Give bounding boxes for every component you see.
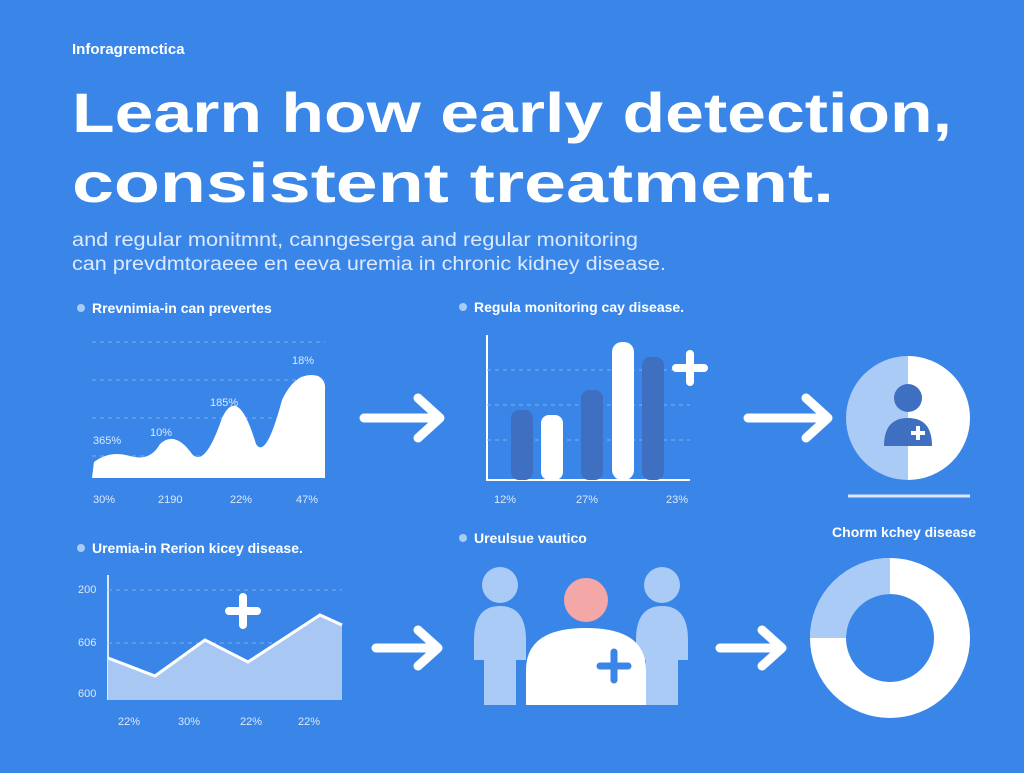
- bar: [541, 415, 563, 480]
- arrow: [371, 625, 443, 671]
- axis-label: 22%: [230, 494, 252, 506]
- plus-icon: [596, 648, 632, 684]
- bar: [612, 342, 634, 480]
- axis-label: 27%: [576, 494, 598, 506]
- axis-label: 12%: [494, 494, 516, 506]
- title-line: Learn how early detection,: [72, 81, 952, 144]
- person-head: [894, 384, 922, 412]
- donut-segment: [810, 558, 891, 639]
- label: 365%: [93, 435, 121, 447]
- area-shape: [108, 615, 342, 700]
- area-shape: [92, 375, 326, 478]
- title-line: consistent treatment.: [72, 151, 834, 214]
- arrow: [359, 393, 445, 443]
- panel-heading: Rrevnimia-in can prevertes: [92, 300, 272, 316]
- arrow: [743, 393, 833, 443]
- bullet: [459, 534, 467, 542]
- bar: [511, 410, 533, 480]
- axis-label: 22%: [118, 716, 140, 728]
- bar: [642, 357, 664, 480]
- bullet: [77, 304, 85, 312]
- brand: Inforagremctica: [72, 41, 185, 58]
- axis-label: 30%: [178, 716, 200, 728]
- person: [636, 567, 688, 705]
- panel-heading: Regula monitoring cay disease.: [474, 299, 684, 315]
- subtitle-line: can prevdmtoraeee en eeva uremia in chro…: [72, 254, 666, 275]
- axis-label: 22%: [298, 716, 320, 728]
- label: 185%: [210, 397, 238, 409]
- person-body: [526, 628, 646, 705]
- line-shape: [107, 613, 343, 678]
- arrow: [715, 625, 787, 671]
- axis-label: 600: [78, 688, 96, 700]
- panel-heading: Uremia-in Rerion kicey disease.: [92, 540, 303, 556]
- panel-heading: Chorm kchey disease: [832, 524, 976, 540]
- axis-label: 47%: [296, 494, 318, 506]
- axis-label: 23%: [666, 494, 688, 506]
- circle-half: [846, 356, 908, 480]
- plus-icon: [672, 350, 708, 386]
- label: 18%: [292, 355, 314, 367]
- bar: [581, 390, 603, 480]
- subtitle-line: and regular monitmnt, canngeserga and re…: [72, 230, 638, 251]
- bullet: [459, 303, 467, 311]
- bullet: [77, 544, 85, 552]
- axis-label: 30%: [93, 494, 115, 506]
- axis-label: 2190: [158, 494, 182, 506]
- axis-label: 606: [78, 637, 96, 649]
- axis-label: 22%: [240, 716, 262, 728]
- person-head: [564, 578, 608, 622]
- person: [474, 567, 526, 705]
- plus-icon: [911, 426, 925, 440]
- plus-icon: [225, 593, 261, 629]
- axis-label: 200: [78, 584, 96, 596]
- label: 10%: [150, 427, 172, 439]
- panel-heading: Ureulsue vautico: [474, 530, 587, 546]
- circle-half: [908, 356, 970, 480]
